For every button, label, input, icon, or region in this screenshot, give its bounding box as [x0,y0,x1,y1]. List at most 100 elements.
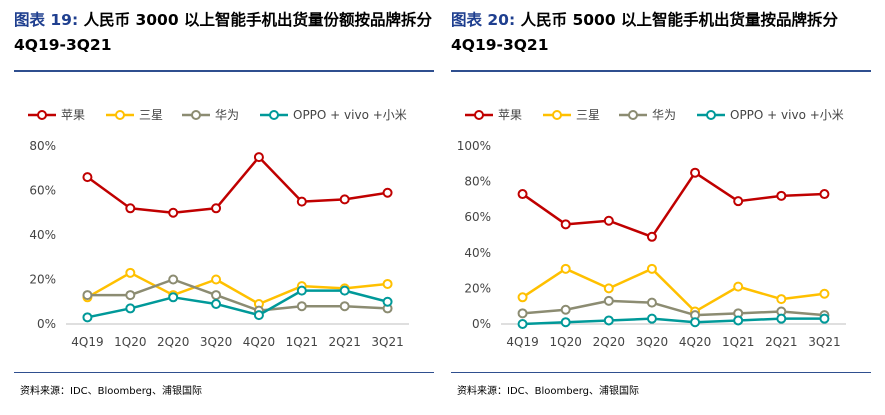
legend-item: 华为 [619,108,676,122]
series-line [87,278,388,312]
series-line [522,317,825,326]
x-tick-label: 2Q20 [157,335,189,349]
legend-marker [474,110,484,120]
legend-item: OPPO + vivo +小米 [697,108,844,122]
chart-panel-right: 图表 20: 人民币 5000 以上智能手机出货量按品牌拆分 4Q19-3Q21… [451,0,877,415]
x-tick-label: 4Q20 [679,335,711,349]
legend-label: OPPO + vivo +小米 [730,108,844,122]
data-point [253,310,264,321]
source-divider [14,372,434,373]
data-point [560,219,571,230]
x-tick-label: 4Q19 [506,335,538,349]
legend-label: OPPO + vivo +小米 [293,108,407,122]
series-line [522,299,825,317]
legend-label: 三星 [139,108,163,122]
data-point [211,298,222,309]
data-point [382,278,393,289]
legend-item: OPPO + vivo +小米 [260,108,407,122]
x-tick-label: 3Q20 [200,335,232,349]
data-point [646,231,657,242]
data-point [776,294,787,305]
legend: 苹果 三星 华为 OPPO + vivo +小米 [28,108,407,122]
data-point [733,196,744,207]
series-series [517,167,830,242]
title-text: 人民币 3000 以上智能手机出货量份额按品牌拆分 4Q19-3Q21 [14,11,433,54]
data-point [517,319,528,329]
y-tick-label: 60% [464,210,491,224]
series-series [82,274,393,316]
data-point [382,296,393,307]
data-point [603,315,614,326]
title-divider [14,70,434,72]
data-point [517,308,528,319]
legend-marker [628,110,638,120]
data-point [296,285,307,296]
chart-panel-left: 图表 19: 人民币 3000 以上智能手机出货量份额按品牌拆分 4Q19-3Q… [14,0,440,415]
legend-label: 华为 [652,108,676,122]
data-point [819,288,830,299]
data-point [339,194,350,205]
title-text: 人民币 5000 以上智能手机出货量按品牌拆分 4Q19-3Q21 [451,11,839,54]
y-tick-label: 0% [37,317,56,331]
title-divider [451,70,871,72]
x-tick-label: 3Q21 [371,335,403,349]
chart-title: 图表 20: 人民币 5000 以上智能手机出货量按品牌拆分 4Q19-3Q21 [451,8,871,58]
y-tick-label: 0% [472,317,491,331]
data-point [690,167,701,178]
data-point [819,189,830,200]
figure-number: 图表 20: [451,11,516,29]
data-point [82,290,93,301]
data-point [776,313,787,324]
data-point [733,281,744,292]
legend-marker [37,110,47,120]
data-point [560,317,571,328]
line-chart: 苹果 三星 华为 OPPO + vivo +小米 0% 20% 40% 60% 80% 100% 4… [457,108,846,349]
legend-label: 三星 [576,108,600,122]
data-point [168,274,179,285]
legend-item: 三星 [106,108,163,122]
data-point [517,292,528,303]
source-divider [451,372,871,373]
data-point [82,312,93,323]
x-tick-label: 1Q21 [722,335,754,349]
legend-item: 三星 [543,108,600,122]
data-point [382,187,393,198]
series-line [521,171,825,239]
figure-number: 图表 19: [14,11,79,29]
legend-marker [706,110,716,120]
data-point [211,274,222,285]
data-point [82,172,93,183]
data-point [603,295,614,306]
x-tick-label: 1Q21 [286,335,318,349]
series-line [86,271,388,306]
data-point [125,203,136,214]
legend-label: 苹果 [498,108,522,122]
source-note: 资料来源：IDC、Bloomberg、浦银国际 [457,386,640,397]
data-point [517,189,528,200]
data-point [296,196,307,207]
data-point [296,301,307,312]
chart-title: 图表 19: 人民币 3000 以上智能手机出货量份额按品牌拆分 4Q19-3Q… [14,8,434,58]
y-tick-label: 40% [464,246,491,260]
data-point [125,267,136,278]
data-point [733,315,744,326]
x-tick-label: 3Q21 [808,335,840,349]
legend-label: 苹果 [61,108,85,122]
legend: 苹果 三星 华为 OPPO + vivo +小米 [465,108,844,122]
data-point [603,215,614,226]
series-line [86,155,388,214]
data-point [125,303,136,314]
data-point [253,152,264,163]
data-point [603,283,614,294]
legend-marker [115,110,125,120]
data-point [819,313,830,324]
legend-marker [552,110,562,120]
y-tick-label: 40% [29,228,56,242]
series-line [521,267,825,313]
y-tick-label: 80% [29,139,56,153]
data-point [646,263,657,274]
x-tick-label: 3Q20 [636,335,668,349]
data-point [168,292,179,303]
legend-item: 苹果 [465,108,522,122]
data-point [339,301,350,312]
